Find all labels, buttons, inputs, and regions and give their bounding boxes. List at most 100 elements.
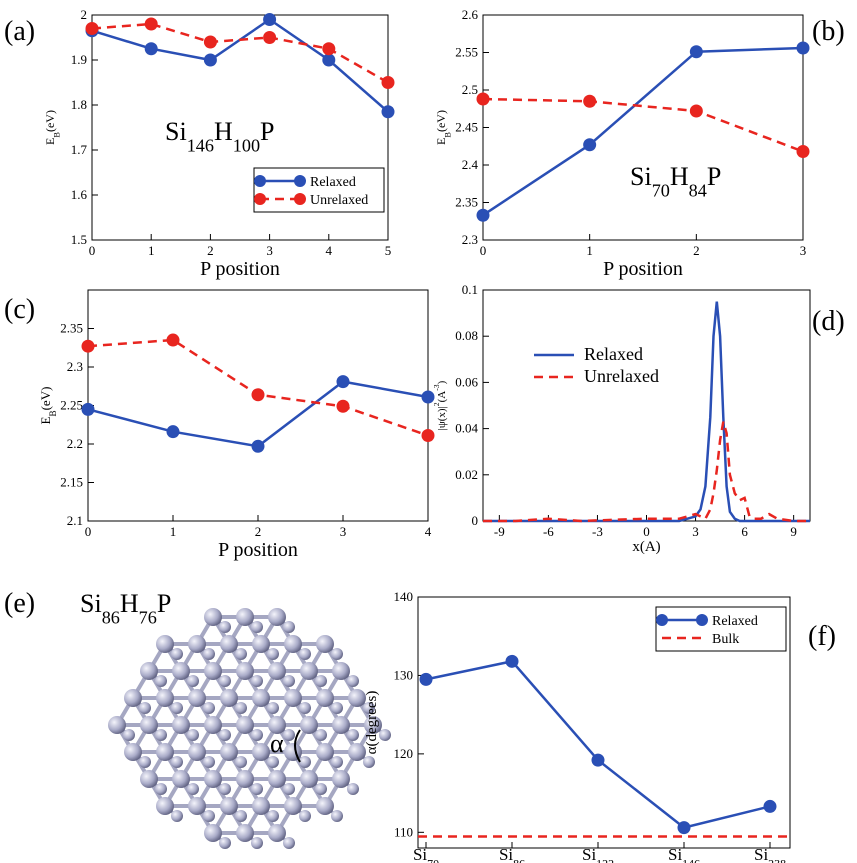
x-tick-label: 3	[266, 243, 273, 258]
y-tick-label: 2.2	[67, 436, 83, 451]
y-tick-label: 2.6	[462, 7, 479, 22]
x-axis-label: P position	[603, 258, 683, 280]
x-tick-label: 4	[326, 243, 333, 258]
y-tick-label: 1.7	[71, 142, 88, 157]
atom	[299, 702, 311, 714]
marker	[263, 31, 276, 44]
atom	[267, 702, 279, 714]
text-run: P	[260, 117, 274, 146]
y-tick-label: 2.1	[67, 513, 83, 528]
y-tick-label: 1.6	[71, 187, 88, 202]
atom	[363, 756, 375, 768]
legend-label: Relaxed	[310, 175, 356, 190]
y-tick-label: 130	[394, 667, 414, 682]
atom	[203, 810, 215, 822]
atom	[251, 675, 263, 687]
text-run: (A	[436, 391, 448, 403]
text-run: 238	[768, 857, 786, 863]
marker	[86, 22, 99, 35]
annotation: Si146H100P	[165, 117, 275, 156]
series-line	[426, 661, 770, 827]
y-tick-label: 2.45	[455, 120, 478, 135]
atom	[235, 702, 247, 714]
atom	[300, 716, 318, 734]
atom	[236, 770, 254, 788]
atom	[299, 810, 311, 822]
atom	[220, 635, 238, 653]
panel-label: (e)	[4, 588, 35, 619]
y-axis-label: EB(eV)	[43, 110, 61, 145]
atom	[203, 648, 215, 660]
text-run: |ψ(x)|	[436, 406, 448, 430]
atom	[331, 756, 343, 768]
y-tick-label: 2	[81, 7, 88, 22]
x-tick-label: 0	[480, 243, 487, 258]
atom	[268, 608, 286, 626]
atom	[283, 675, 295, 687]
atom	[171, 702, 183, 714]
atom	[219, 783, 231, 795]
atom	[283, 621, 295, 633]
marker	[252, 388, 265, 401]
text-run: 86	[513, 857, 525, 863]
marker	[422, 429, 435, 442]
atom	[124, 689, 142, 707]
atom	[268, 662, 286, 680]
panel-label: (a)	[4, 16, 35, 47]
atom	[172, 716, 190, 734]
y-tick-label: 2.5	[462, 82, 478, 97]
atom	[316, 797, 334, 815]
x-tick-label: 1	[170, 524, 177, 539]
atom	[172, 770, 190, 788]
atom	[155, 729, 167, 741]
marker	[764, 800, 777, 813]
marker	[382, 105, 395, 118]
atom	[315, 783, 327, 795]
atom	[236, 608, 254, 626]
atom	[219, 621, 231, 633]
x-tick-label: 3	[340, 524, 347, 539]
text-run: Si	[668, 845, 682, 863]
x-tick-label: -3	[592, 524, 603, 539]
y-tick-label: 1.8	[71, 97, 87, 112]
y-axis-label: EB(eV)	[38, 387, 58, 425]
atom	[203, 702, 215, 714]
marker	[797, 145, 810, 158]
marker	[252, 440, 265, 453]
atom	[283, 729, 295, 741]
atom	[331, 648, 343, 660]
y-tick-label: 0.06	[455, 374, 478, 389]
figure: 1.51.61.71.81.92012345P positionEB(eV)Re…	[0, 0, 857, 863]
atom	[299, 756, 311, 768]
x-tick-label: 0	[643, 524, 650, 539]
y-axis-label: α(degrees)	[364, 691, 380, 755]
marker	[167, 425, 180, 438]
atom	[284, 689, 302, 707]
atom	[235, 648, 247, 660]
atom	[140, 716, 158, 734]
atom	[172, 662, 190, 680]
legend-label: Unrelaxed	[310, 193, 368, 208]
x-axis-label: P position	[218, 539, 298, 561]
atom	[140, 770, 158, 788]
y-tick-label: 120	[394, 746, 414, 761]
atom	[204, 716, 222, 734]
text-run: Si	[499, 845, 513, 863]
atom	[299, 648, 311, 660]
atom	[300, 770, 318, 788]
atom	[251, 729, 263, 741]
atom	[331, 810, 343, 822]
marker	[263, 13, 276, 26]
series-line	[483, 422, 810, 521]
marker	[583, 95, 596, 108]
atom	[284, 635, 302, 653]
atom	[220, 689, 238, 707]
atom	[156, 689, 174, 707]
x-tick-label: 6	[741, 524, 748, 539]
marker	[322, 54, 335, 67]
atom	[155, 783, 167, 795]
x-tick-label: 9	[790, 524, 797, 539]
text-run: (eV)	[43, 110, 57, 132]
atom	[268, 824, 286, 842]
atom	[347, 729, 359, 741]
